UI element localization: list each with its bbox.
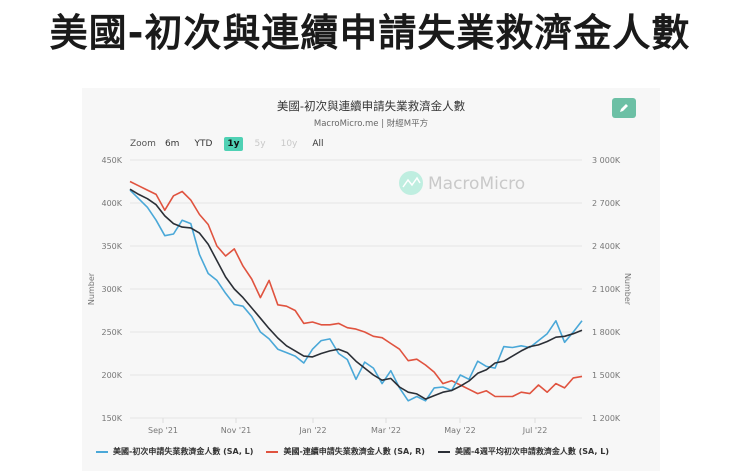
chart-card: 美國-初次與連續申請失業救濟金人數 MacroMicro.me | 財經M平方 … [82, 88, 660, 471]
right-axis-tick: 3 000K [592, 156, 621, 165]
legend-line-icon [266, 450, 279, 453]
left-axis-tick: 300K [101, 285, 122, 294]
pencil-icon [620, 104, 628, 112]
chart-title: 美國-初次與連續申請失業救濟金人數 [276, 99, 466, 113]
left-axis-tick: 150K [101, 414, 122, 423]
left-axis-tick: 200K [101, 371, 122, 380]
range-selector: Zoom 6m YTD 1y 5y 10y All [130, 137, 336, 151]
chart-plot-area[interactable]: MacroMicro 450K 400K 350K 300K 250K 200K 150K 3 … [82, 88, 660, 438]
legend-label: 美國-初次申請失業救濟金人數 (SA, L) [113, 447, 254, 456]
left-axis-title: Number [87, 272, 96, 305]
legend-item-initial-claims[interactable]: 美國-初次申請失業救濟金人數 (SA, L) [96, 446, 253, 457]
range-5y-button[interactable]: 5y [254, 139, 266, 149]
series-4week-average-line[interactable] [129, 188, 583, 400]
chart-subtitle: MacroMicro.me | 財經M平方 [313, 119, 429, 129]
legend-line-icon [96, 450, 108, 453]
legend-label: 美國-4週平均初次申請救濟金人數 (SA, L) [454, 447, 609, 456]
x-axis-tick: Jul '22 [522, 426, 548, 435]
legend-item-4week-average[interactable]: 美國-4週平均初次申請救濟金人數 (SA, L) [437, 446, 609, 457]
left-axis-tick: 400K [101, 199, 122, 208]
range-6m-button[interactable]: 6m [164, 139, 180, 149]
right-axis-tick: 2 400K [592, 242, 621, 251]
range-zoom-label: Zoom [130, 139, 156, 149]
left-axis-tick: 250K [101, 328, 122, 337]
x-axis-tick: Jan '22 [298, 426, 326, 435]
edit-button[interactable] [612, 98, 636, 118]
right-axis-tick: 1 500K [592, 371, 621, 380]
right-axis-title: Number [623, 273, 632, 306]
watermark-text: MacroMicro [428, 174, 525, 194]
chart-legend: 美國-初次申請失業救濟金人數 (SA, L) 美國-連續申請失業救濟金人數 (S… [96, 446, 622, 457]
range-10y-button[interactable]: 10y [280, 139, 298, 149]
x-axis-tick: Sep '21 [148, 426, 178, 435]
range-1y-button[interactable]: 1y [224, 137, 243, 151]
left-axis-tick: 350K [101, 242, 122, 251]
x-axis-tick: Mar '22 [371, 426, 401, 435]
series-initial-claims-line[interactable] [129, 189, 583, 402]
x-axis-tick: Nov '21 [221, 426, 252, 435]
right-axis-tick: 1 200K [592, 414, 621, 423]
legend-label: 美國-連續申請失業救濟金人數 (SA, R) [283, 447, 425, 456]
right-axis-tick: 2 700K [592, 199, 621, 208]
right-axis-tick: 2 100K [592, 285, 621, 294]
left-axis-tick: 450K [101, 156, 122, 165]
legend-item-continuing-claims[interactable]: 美國-連續申請失業救濟金人數 (SA, R) [266, 446, 425, 457]
range-all-button[interactable]: All [312, 139, 324, 149]
series-continuing-claims-line[interactable] [129, 180, 583, 398]
x-axis-tick: May '22 [444, 426, 475, 435]
range-ytd-button[interactable]: YTD [194, 139, 213, 149]
right-axis-tick: 1 800K [592, 328, 621, 337]
page-headline: 美國-初次與連續申請失業救濟金人數 [49, 11, 691, 55]
legend-line-icon [437, 450, 450, 453]
